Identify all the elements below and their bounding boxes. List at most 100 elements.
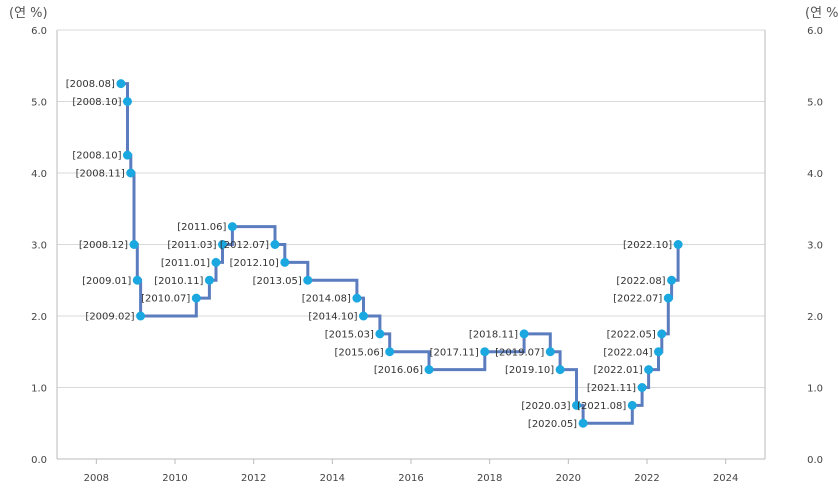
data-label: [2016.06]	[374, 365, 423, 376]
y-tick-label-right: 3.0	[807, 241, 823, 252]
data-label: [2009.02]	[85, 312, 134, 323]
data-label: [2020.05]	[528, 419, 577, 430]
data-point[interactable]	[424, 365, 434, 375]
data-label: [2012.07]	[220, 240, 269, 251]
data-label: [2022.05]	[607, 329, 656, 340]
data-point[interactable]	[653, 347, 663, 357]
y-tick-label-left: 1.0	[31, 384, 47, 395]
data-label: [2008.12]	[79, 240, 128, 251]
data-label: [2021.08]	[577, 401, 626, 412]
data-point[interactable]	[572, 400, 582, 410]
data-label: [2012.10]	[230, 258, 279, 269]
axes: 0.0 0.0 1.0 1.0 2.0 2.0 3.0 3.0 4.0 4.0 5.0 5.0 6.0 6…	[31, 26, 823, 484]
data-label: [2022.01]	[593, 365, 642, 376]
left-axis-unit: (연 %)	[9, 6, 48, 21]
data-label: [2015.03]	[325, 329, 374, 340]
data-point[interactable]	[227, 222, 237, 232]
data-label: [2011.06]	[177, 222, 226, 233]
data-point[interactable]	[519, 329, 529, 339]
data-label: [2008.08]	[66, 79, 115, 90]
data-point[interactable]	[270, 240, 280, 249]
data-label: [2021.11]	[587, 383, 636, 394]
data-label: [2018.11]	[469, 329, 518, 340]
data-point[interactable]	[211, 257, 221, 267]
data-point[interactable]	[218, 240, 228, 249]
data-point[interactable]	[637, 383, 647, 392]
data-points	[116, 79, 683, 428]
data-point[interactable]	[126, 168, 136, 178]
data-point[interactable]	[204, 275, 214, 285]
x-tick-label: 2016	[398, 473, 423, 484]
data-label: [2009.01]	[82, 276, 131, 287]
data-label: [2022.07]	[613, 294, 662, 305]
data-label: [2019.07]	[495, 347, 544, 358]
y-tick-label-left: 6.0	[31, 26, 47, 37]
data-point[interactable]	[191, 293, 201, 303]
data-label: [2008.11]	[76, 169, 125, 180]
data-point[interactable]	[303, 275, 313, 285]
y-tick-label-left: 4.0	[31, 169, 47, 180]
data-label: [2014.08]	[302, 294, 351, 305]
y-tick-label-left: 5.0	[31, 98, 47, 109]
data-point[interactable]	[280, 257, 290, 267]
x-tick-label: 2008	[84, 473, 109, 484]
x-tick-label: 2020	[556, 473, 581, 484]
x-tick-label: 2024	[713, 473, 738, 484]
x-tick-label: 2022	[634, 473, 659, 484]
data-point[interactable]	[375, 329, 385, 339]
data-point[interactable]	[480, 347, 490, 357]
data-label: [2013.05]	[253, 276, 302, 287]
x-tick-label: 2018	[477, 473, 502, 484]
data-label: [2019.10]	[505, 365, 554, 376]
series-line	[120, 82, 680, 425]
y-tick-label-left: 0.0	[31, 455, 47, 466]
data-label: [2010.11]	[154, 276, 203, 287]
data-label: [2020.03]	[521, 401, 570, 412]
data-label: [2011.01]	[161, 258, 210, 269]
data-point[interactable]	[358, 311, 368, 321]
y-tick-label-right: 2.0	[807, 312, 823, 323]
data-label: [2022.08]	[616, 276, 665, 287]
y-tick-label-right: 6.0	[807, 26, 823, 37]
y-tick-label-right: 1.0	[807, 384, 823, 395]
data-point[interactable]	[129, 240, 139, 249]
y-tick-label-right: 5.0	[807, 98, 823, 109]
data-point[interactable]	[545, 347, 555, 357]
data-point[interactable]	[352, 293, 362, 303]
right-axis-unit: (연 %	[805, 6, 838, 21]
data-point[interactable]	[555, 365, 565, 375]
x-tick-label: 2012	[241, 473, 266, 484]
data-point[interactable]	[136, 311, 146, 321]
x-tick-label: 2010	[162, 473, 187, 484]
data-label: [2010.07]	[141, 294, 190, 305]
data-point[interactable]	[122, 150, 132, 160]
data-point[interactable]	[657, 329, 667, 339]
data-point[interactable]	[644, 365, 654, 375]
base-rate-line	[120, 82, 680, 425]
data-labels: [2008.08] [2008.10] [2008.10] [2008.11] [200…	[66, 79, 672, 430]
data-point[interactable]	[627, 400, 637, 410]
data-point[interactable]	[663, 293, 673, 303]
data-label: [2014.10]	[308, 312, 357, 323]
data-label: [2011.03]	[167, 240, 216, 251]
data-point[interactable]	[122, 97, 132, 106]
data-point[interactable]	[116, 79, 126, 89]
data-label: [2022.04]	[603, 347, 652, 358]
data-label: [2022.10]	[623, 240, 672, 251]
y-tick-label-left: 2.0	[31, 312, 47, 323]
y-tick-label-left: 3.0	[31, 241, 47, 252]
data-label: [2017.11]	[430, 347, 479, 358]
data-label: [2008.10]	[72, 151, 121, 162]
data-point[interactable]	[578, 418, 588, 428]
x-tick-label: 2014	[320, 473, 345, 484]
data-point[interactable]	[385, 347, 395, 357]
y-tick-label-right: 4.0	[807, 169, 823, 180]
data-point[interactable]	[673, 240, 683, 249]
data-point[interactable]	[667, 275, 677, 285]
y-tick-label-right: 0.0	[807, 455, 823, 466]
data-label: [2015.06]	[335, 347, 384, 358]
data-point[interactable]	[132, 275, 142, 285]
data-label: [2008.10]	[72, 97, 121, 108]
